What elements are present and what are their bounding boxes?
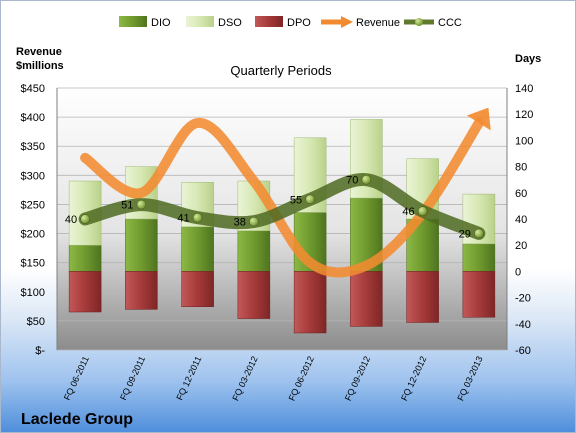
- legend-swatch-ccc: [404, 18, 434, 26]
- left-axis-label-line1: Revenue: [16, 46, 62, 58]
- ccc-data-label: 51: [121, 200, 133, 212]
- right-tick-label: 40: [515, 214, 527, 226]
- ccc-path: [78, 173, 486, 240]
- right-tick-label: 80: [515, 162, 527, 174]
- bar-dpo: [293, 271, 327, 334]
- ccc-data-label: 55: [290, 194, 302, 206]
- legend: DIO DSO DPO Revenue CCC: [119, 16, 462, 29]
- left-tick-label: $100: [21, 287, 45, 299]
- category-label: FQ 06-2011: [62, 355, 91, 402]
- ccc-data-label: 38: [234, 217, 246, 229]
- category-label: FQ 12-2012: [399, 355, 428, 403]
- bar-dio: [237, 230, 271, 272]
- chart-title: Quarterly Periods: [230, 63, 332, 78]
- left-tick-label: $50: [27, 316, 45, 328]
- legend-label-dpo: DPO: [287, 17, 311, 29]
- bar-dpo: [181, 271, 214, 308]
- left-tick-label: $150: [21, 258, 45, 270]
- right-tick-label: 140: [515, 83, 533, 95]
- right-tick-label: 0: [515, 266, 521, 278]
- ccc-marker: [249, 216, 259, 227]
- ccc-marker: [136, 199, 147, 210]
- right-tick-label: -20: [515, 293, 531, 305]
- ccc-marker: [474, 228, 484, 239]
- ccc-marker: [361, 174, 372, 185]
- right-tick-label: 60: [515, 188, 527, 200]
- ccc-data-label: 40: [65, 214, 77, 226]
- ccc-marker: [417, 206, 428, 216]
- bar-dpo: [68, 271, 102, 313]
- right-tick-label: -40: [515, 319, 531, 331]
- ccc-marker: [192, 212, 203, 223]
- bar-dpo: [350, 271, 383, 327]
- ccc-data-label: 41: [177, 213, 189, 225]
- right-tick-label: 100: [515, 135, 533, 147]
- bar-dio: [181, 226, 214, 272]
- category-label: FQ 09-2012: [343, 355, 372, 403]
- left-tick-label: $250: [21, 199, 45, 211]
- legend-label-dio: DIO: [151, 17, 171, 29]
- bar-dio: [68, 244, 102, 272]
- ccc-data-label: 46: [402, 206, 414, 218]
- right-tick-label: -60: [515, 345, 531, 357]
- legend-label-ccc: CCC: [438, 17, 462, 29]
- company-name: Laclede Group: [21, 411, 133, 428]
- revenue-arrowhead: [466, 107, 491, 131]
- ccc-data-label: 70: [346, 175, 358, 187]
- ccc-marker: [80, 214, 90, 224]
- bar-dpo: [406, 271, 439, 323]
- legend-swatch-dso: [186, 16, 214, 27]
- bar-dio: [125, 218, 158, 272]
- left-tick-label: $450: [21, 83, 45, 95]
- left-tick-label: $350: [21, 141, 45, 153]
- bar-dpo: [462, 271, 496, 318]
- category-labels: FQ 06-2011 FQ 09-2011 FQ 12-2011 FQ 03-2012…: [62, 355, 485, 403]
- right-tick-label: 20: [515, 240, 527, 252]
- ccc-data-label: 29: [459, 228, 471, 240]
- left-axis-ticks: $- $50 $100 $150 $200 $250 $300 $350 $400 $450: [21, 83, 46, 357]
- bar-dio: [462, 243, 496, 272]
- category-label: FQ 06-2012: [287, 355, 316, 403]
- bar-dpo: [125, 271, 158, 310]
- ccc-marker: [305, 194, 315, 205]
- right-axis-ticks: -60 -40 -20 0 20 40 60 80 100 120 140: [515, 83, 533, 357]
- left-tick-label: $200: [21, 229, 45, 241]
- category-label: FQ 09-2011: [118, 355, 147, 402]
- legend-label-dso: DSO: [218, 17, 242, 29]
- category-label: FQ 12-2011: [174, 355, 203, 402]
- ccc-line: 40 51 41 38 55 70 46 29: [65, 173, 486, 240]
- left-tick-label: $300: [21, 170, 45, 182]
- right-axis-label: Days: [515, 53, 541, 65]
- right-tick-label: 120: [515, 109, 533, 121]
- bar-dpo: [237, 271, 271, 319]
- legend-swatch-dio: [119, 16, 147, 27]
- category-label: FQ 03-2013: [455, 355, 484, 403]
- left-axis-label-line2: $millions: [16, 60, 64, 72]
- legend-swatch-dpo: [255, 16, 283, 27]
- left-tick-label: $-: [35, 345, 45, 357]
- left-tick-label: $400: [21, 112, 45, 124]
- category-label: FQ 03-2012: [230, 355, 259, 403]
- legend-label-revenue: Revenue: [356, 17, 400, 29]
- legend-swatch-revenue: [321, 16, 353, 28]
